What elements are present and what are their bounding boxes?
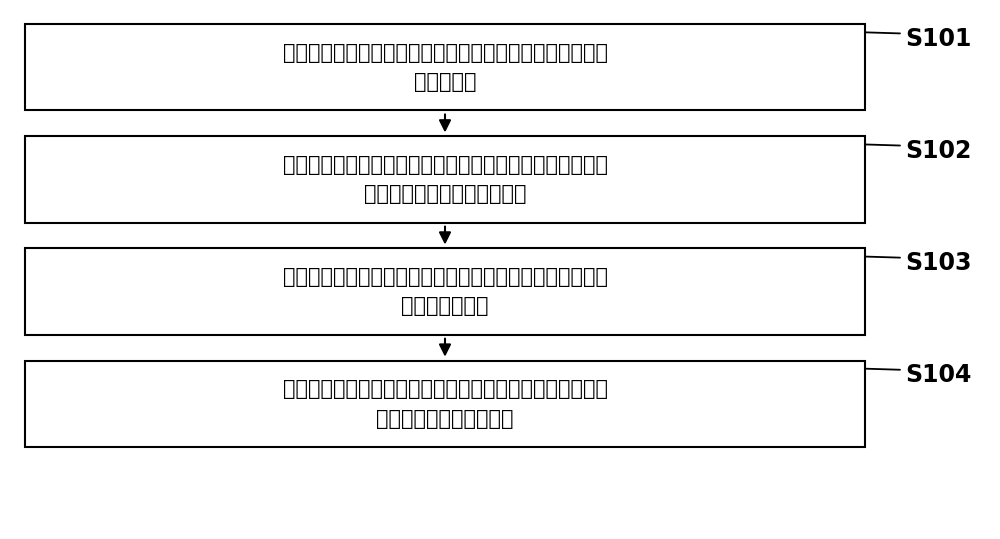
Text: 对所述敏感字段集合中各敏感字段的数据进行脱敏处理，生
成脱敏后的数据: 对所述敏感字段集合中各敏感字段的数据进行脱敏处理，生 成脱敏后的数据 bbox=[283, 267, 608, 316]
Text: 当接收到待分发的目标数据文本时，获取所述目标数据文本
的多个字段: 当接收到待分发的目标数据文本时，获取所述目标数据文本 的多个字段 bbox=[283, 43, 608, 92]
Text: S104: S104 bbox=[905, 363, 971, 388]
Text: S101: S101 bbox=[905, 27, 971, 51]
Bar bbox=[25, 361, 865, 447]
Text: 将所述脱敏后的数据与所述非敏感字段的数据组合，并将组
合后的数据分发至客户端: 将所述脱敏后的数据与所述非敏感字段的数据组合，并将组 合后的数据分发至客户端 bbox=[283, 379, 608, 429]
Text: 在所述多个字段中识别敏感字段以及非敏感字段，生成敏感
字段集合以及非敏感字段集合: 在所述多个字段中识别敏感字段以及非敏感字段，生成敏感 字段集合以及非敏感字段集合 bbox=[283, 155, 608, 204]
Text: S102: S102 bbox=[905, 139, 971, 163]
Bar bbox=[25, 248, 865, 335]
Bar bbox=[25, 136, 865, 223]
Bar bbox=[25, 24, 865, 110]
Text: S103: S103 bbox=[905, 251, 972, 275]
